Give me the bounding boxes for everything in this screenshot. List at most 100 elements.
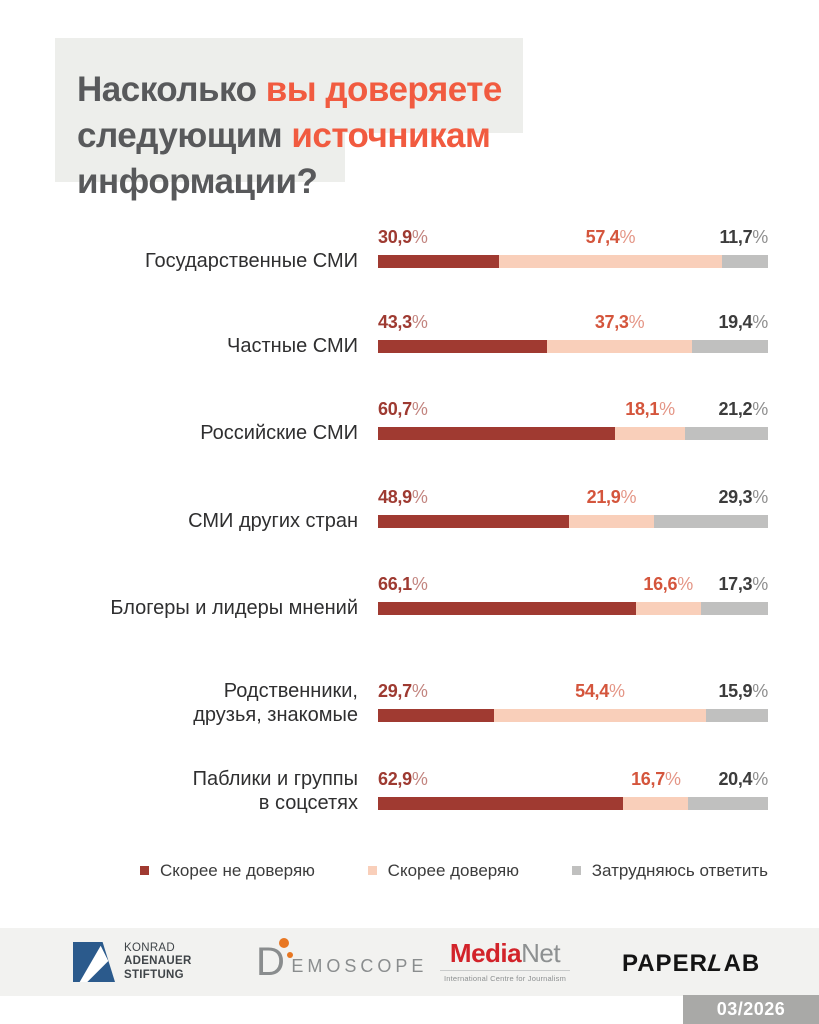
page-title: Насколько вы доверяете следующим источни… bbox=[77, 67, 502, 205]
segment-undecided bbox=[685, 427, 768, 440]
stacked-bar bbox=[378, 602, 768, 615]
bar-plot: 48,9% 21,9% 29,3% bbox=[378, 485, 768, 531]
bar-plot: 66,1% 16,6% 17,3% bbox=[378, 572, 768, 618]
segment-distrust bbox=[378, 797, 624, 810]
value-trust: 57,4% bbox=[585, 227, 636, 247]
value-trust: 37,3% bbox=[594, 312, 645, 332]
kas-mark-icon bbox=[73, 941, 115, 983]
bar-plot: 43,3% 37,3% 19,4% bbox=[378, 310, 768, 356]
bar-plot: 30,9% 57,4% 11,7% bbox=[378, 225, 768, 271]
category-label: Родственники, друзья, знакомые bbox=[193, 680, 358, 726]
legend-item-undecided: Затрудняюсь ответить bbox=[571, 860, 768, 881]
category-label: Частные СМИ bbox=[227, 335, 358, 357]
value-distrust: 60,7% bbox=[378, 399, 428, 419]
segment-distrust bbox=[378, 427, 615, 440]
legend-item-distrust: Скорее не доверяю bbox=[140, 860, 315, 881]
title-line-1: Насколько вы доверяете bbox=[77, 67, 502, 113]
legend-label: Затрудняюсь ответить bbox=[591, 861, 768, 880]
segment-trust bbox=[498, 255, 723, 268]
segment-undecided bbox=[705, 709, 768, 722]
value-distrust: 66,1% bbox=[378, 574, 428, 594]
title-accent-text: вы доверяете bbox=[265, 70, 503, 110]
value-undecided: 17,3% bbox=[718, 574, 768, 594]
value-distrust: 30,9% bbox=[378, 227, 428, 247]
demoscope-logo: D EMOSCOPE bbox=[256, 938, 428, 984]
legend-swatch-undecided bbox=[571, 866, 581, 875]
bar-plot: 60,7% 18,1% 21,2% bbox=[378, 397, 768, 443]
value-undecided: 29,3% bbox=[718, 487, 768, 507]
footer-logo-band: KONRAD ADENAUER STIFTUNG D EMOSCOPE Medi… bbox=[0, 928, 819, 996]
value-distrust: 62,9% bbox=[378, 769, 428, 789]
value-distrust: 29,7% bbox=[378, 681, 428, 701]
segment-undecided bbox=[653, 515, 768, 528]
kas-logo: KONRAD ADENAUER STIFTUNG bbox=[73, 941, 192, 983]
stacked-bar bbox=[378, 515, 768, 528]
category-label: Российские СМИ bbox=[200, 422, 358, 444]
chart-row-relatives: Родственники, друзья, знакомые 29,7% 54,4… bbox=[0, 679, 819, 726]
demoscope-d-icon: D bbox=[256, 938, 293, 984]
medianet-tagline: International Centre for Journalism bbox=[443, 974, 567, 983]
chart-row-private-media: Частные СМИ 43,3% 37,3% 19,4% bbox=[0, 310, 819, 357]
legend-swatch-trust bbox=[367, 866, 377, 875]
demoscope-dot-icon bbox=[286, 952, 293, 958]
medianet-divider bbox=[440, 970, 570, 971]
stacked-bar bbox=[378, 709, 768, 722]
segment-undecided bbox=[722, 255, 768, 268]
title-line-3: информации? bbox=[77, 159, 502, 205]
title-text: информации? bbox=[77, 162, 318, 202]
legend-item-trust: Скорее доверяю bbox=[367, 860, 519, 881]
category-label: Паблики и группы в соцсетях bbox=[192, 768, 358, 814]
category-label: Государственные СМИ bbox=[145, 250, 358, 272]
legend: Скорее не доверяю Скорее доверяю Затрудн… bbox=[140, 860, 768, 881]
segment-distrust bbox=[378, 602, 636, 615]
segment-trust bbox=[568, 515, 654, 528]
segment-undecided bbox=[700, 602, 768, 615]
demoscope-dot-icon bbox=[278, 938, 289, 948]
value-trust: 18,1% bbox=[625, 399, 675, 419]
value-undecided: 20,4% bbox=[718, 769, 768, 789]
demoscope-wordmark: EMOSCOPE bbox=[291, 956, 428, 976]
title-accent-text: источникам bbox=[291, 116, 491, 156]
segment-trust bbox=[493, 709, 706, 722]
chart-row-social-groups: Паблики и группы в соцсетях 62,9% 16,7% 2… bbox=[0, 767, 819, 814]
value-undecided: 11,7% bbox=[719, 227, 768, 247]
value-trust: 16,6% bbox=[643, 574, 693, 594]
medianet-logo: MediaNet International Centre for Journa… bbox=[440, 938, 570, 983]
value-undecided: 15,9% bbox=[718, 681, 768, 701]
segment-distrust bbox=[378, 709, 494, 722]
legend-label: Скорее не доверяю bbox=[160, 861, 315, 880]
value-distrust: 48,9% bbox=[378, 487, 428, 507]
value-trust: 16,7% bbox=[631, 769, 681, 789]
stacked-bar bbox=[378, 797, 768, 810]
value-undecided: 19,4% bbox=[718, 312, 768, 332]
kas-wordmark: KONRAD ADENAUER STIFTUNG bbox=[124, 941, 192, 981]
stacked-bar bbox=[378, 427, 768, 440]
category-label: Блогеры и лидеры мнений bbox=[110, 597, 358, 619]
value-trust: 54,4% bbox=[575, 681, 625, 701]
segment-trust bbox=[546, 340, 693, 353]
stacked-bar bbox=[378, 255, 768, 268]
segment-trust bbox=[635, 602, 701, 615]
segment-undecided bbox=[688, 797, 768, 810]
chart-row-foreign-media: СМИ других стран 48,9% 21,9% 29,3% bbox=[0, 485, 819, 532]
title-background-upper bbox=[55, 38, 523, 133]
title-background-lower bbox=[55, 133, 345, 182]
chart-row-bloggers: Блогеры и лидеры мнений 66,1% 16,6% 17,3… bbox=[0, 572, 819, 619]
category-label: СМИ других стран bbox=[188, 510, 358, 532]
title-line-2: следующим источникам bbox=[77, 113, 502, 159]
bar-plot: 29,7% 54,4% 15,9% bbox=[378, 679, 768, 725]
title-text: Насколько bbox=[77, 70, 266, 110]
value-distrust: 43,3% bbox=[378, 312, 428, 332]
chart-row-state-media: Государственные СМИ 30,9% 57,4% 11,7% bbox=[0, 225, 819, 272]
segment-undecided bbox=[692, 340, 768, 353]
value-trust: 21,9% bbox=[586, 487, 637, 507]
segment-distrust bbox=[378, 255, 499, 268]
segment-trust bbox=[623, 797, 689, 810]
segment-trust bbox=[614, 427, 686, 440]
segment-distrust bbox=[378, 340, 547, 353]
title-text: следующим bbox=[77, 116, 292, 156]
value-undecided: 21,2% bbox=[718, 399, 768, 419]
date-badge: 03/2026 bbox=[683, 995, 819, 1024]
legend-swatch-distrust bbox=[140, 866, 149, 875]
stacked-bar bbox=[378, 340, 768, 353]
